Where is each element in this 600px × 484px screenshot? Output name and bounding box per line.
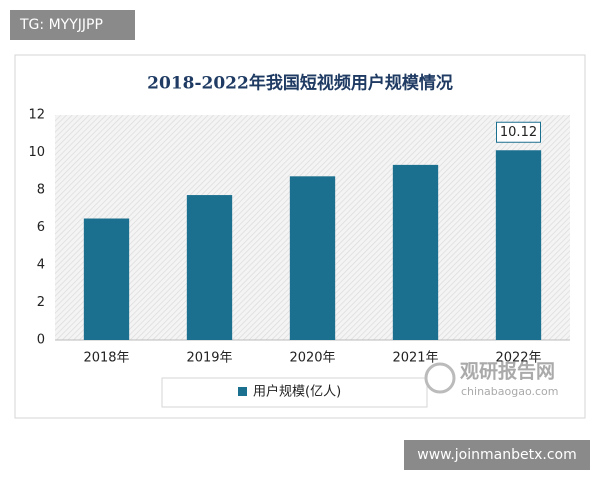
watermark: TG: MYYJJPP [19,17,103,33]
y-tick-label: 2 [37,295,45,310]
legend-label: 用户规模(亿人) [253,384,341,400]
y-tick-label: 6 [37,220,45,235]
watermark: www.joinmanbetx.com [417,447,576,463]
y-tick-label: 12 [28,108,45,123]
data-label: 10.12 [500,125,537,140]
bar [495,150,542,340]
legend-swatch [238,387,247,396]
legend-box [161,377,428,408]
x-tick-label: 2018年 [83,351,129,366]
bar [392,164,439,340]
y-tick-label: 10 [28,145,45,160]
y-tick-label: 8 [37,183,45,198]
bar [186,195,233,340]
x-tick-label: 2022年 [495,351,541,366]
bar [83,218,130,340]
watermark-box [404,440,590,470]
y-tick-label: 0 [37,333,45,348]
x-tick-label: 2020年 [289,351,335,366]
watermark-box [10,10,135,40]
bar [289,176,336,340]
x-tick-label: 2021年 [392,351,438,366]
y-tick-label: 4 [37,258,45,273]
data-label-box [496,121,541,143]
chart-title: 2018-2022年我国短视频用户规模情况 [147,73,453,94]
logo-text: chinabaogao.com [461,385,559,398]
x-tick-label: 2019年 [186,351,232,366]
logo-icon [424,362,456,394]
logo-text: 观研报告网 [460,360,555,383]
